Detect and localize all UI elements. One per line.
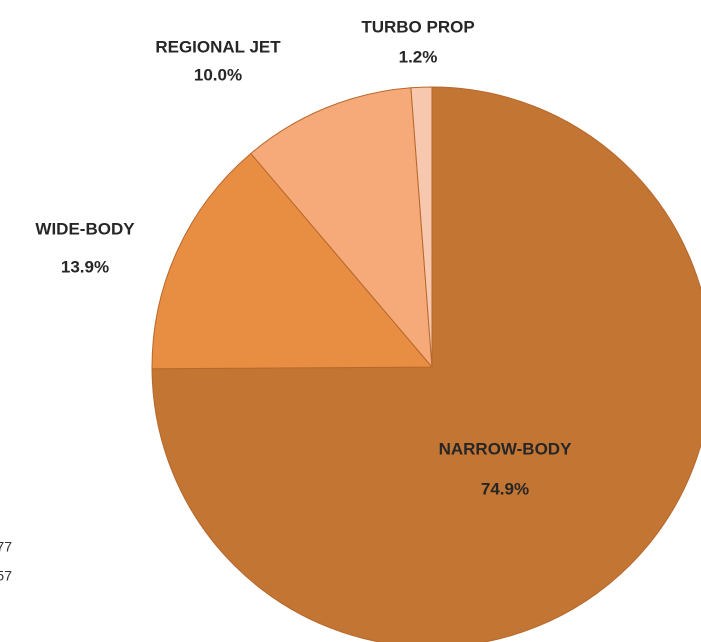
slice-value: 74.9% — [481, 479, 529, 498]
slice-label: TURBO PROP — [361, 17, 474, 36]
annotation: 57 — [0, 568, 12, 584]
slice-value: 10.0% — [194, 65, 242, 84]
pie-slice — [410, 86, 433, 368]
slice-value: 13.9% — [61, 257, 109, 276]
slice-label: REGIONAL JET — [155, 37, 281, 56]
slice-label: WIDE-BODY — [35, 219, 135, 238]
slice-label: NARROW-BODY — [439, 439, 572, 458]
pie-slice — [151, 86, 701, 642]
slice-value: 1.2% — [399, 47, 438, 66]
annotation: 77 — [0, 539, 12, 555]
pie-slice — [250, 87, 433, 369]
pie-slice — [151, 152, 434, 370]
